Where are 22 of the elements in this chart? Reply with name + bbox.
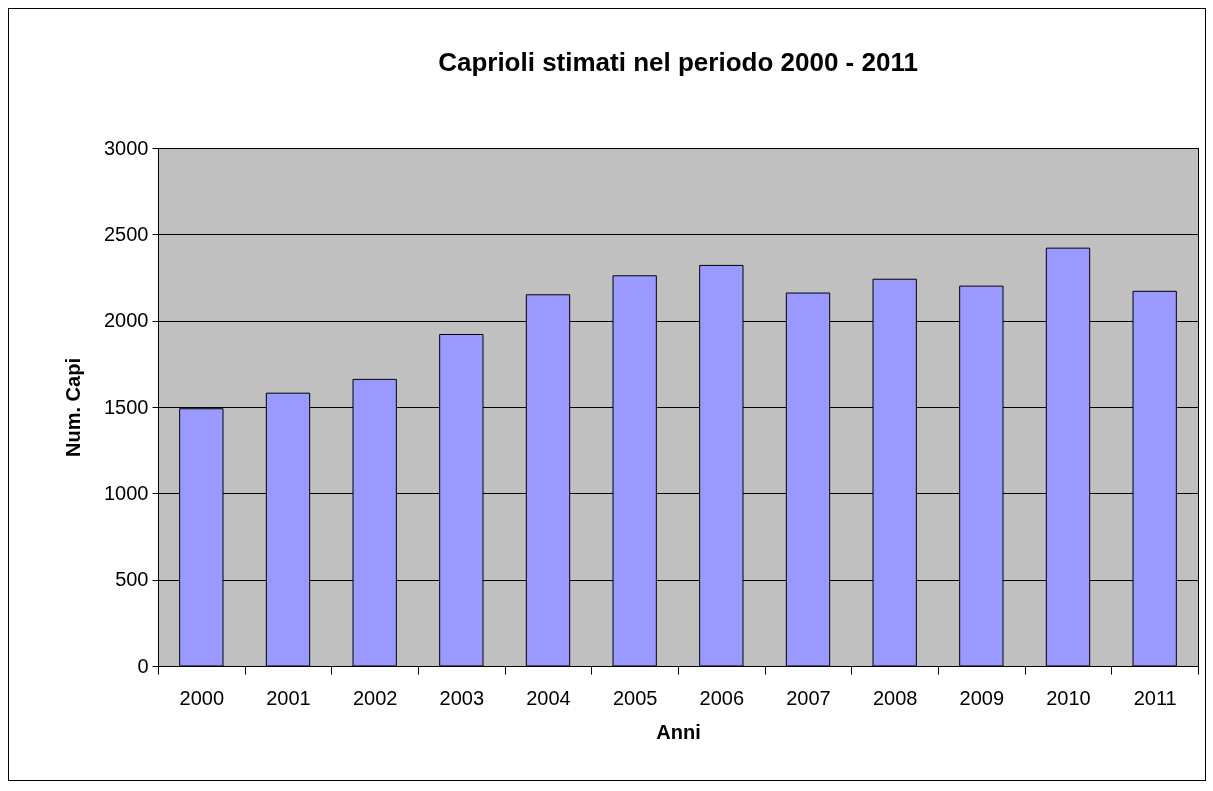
x-tick-label: 2006: [699, 686, 745, 709]
x-tick-label: 2000: [179, 686, 225, 709]
y-tick-label: 1000: [104, 481, 149, 504]
x-tick-label: 2004: [526, 686, 571, 709]
x-tick-label: 2005: [612, 686, 658, 709]
x-tick-label: 2002: [352, 686, 398, 709]
y-tick-label: 0: [137, 654, 149, 677]
x-tick-label: 2008: [872, 686, 918, 709]
x-tick-label: 2001: [266, 686, 311, 709]
x-tick-label: 2007: [786, 686, 831, 709]
x-tick-label: 2003: [439, 686, 485, 709]
y-tick-label: 1500: [104, 395, 149, 418]
x-tick-label: 2009: [959, 686, 1005, 709]
chart-title: Caprioli stimati nel periodo 2000 - 2011: [438, 47, 918, 77]
y-tick-label: 2500: [104, 222, 149, 245]
y-tick-label: 3000: [104, 136, 149, 159]
y-tick-label: 500: [115, 568, 149, 591]
y-axis-title: Num. Capi: [62, 358, 85, 457]
x-axis-title: Anni: [656, 720, 701, 743]
x-tick-label: 2010: [1046, 686, 1091, 709]
y-tick-label: 2000: [104, 309, 149, 332]
x-tick-label: 2011: [1133, 686, 1177, 709]
